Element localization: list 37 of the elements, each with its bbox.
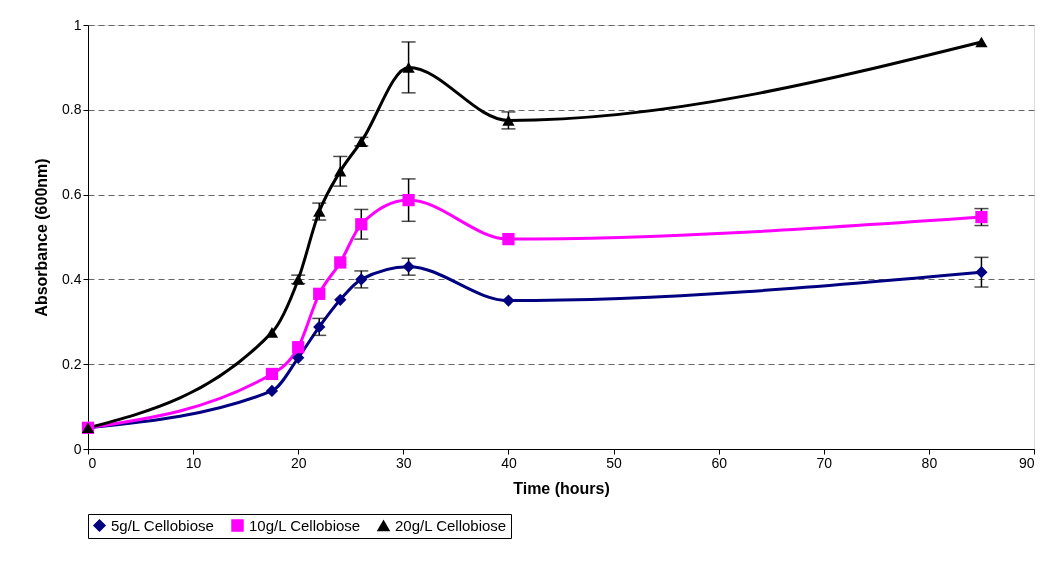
y-tick-label: 0.4: [62, 270, 82, 287]
point: [265, 327, 279, 338]
point: [334, 256, 347, 269]
y-axis-title: Absorbance (600nm): [33, 158, 51, 317]
point: [502, 233, 515, 246]
y-tick-label: 0.6: [62, 186, 82, 203]
point: [292, 341, 305, 354]
point: [265, 384, 279, 398]
point: [402, 62, 415, 73]
x-tick-label: 40: [501, 454, 517, 471]
point: [313, 206, 326, 217]
legend-label: 20g/L Cellobiose: [395, 516, 507, 534]
point: [402, 193, 415, 207]
x-tick-label: 60: [711, 454, 728, 471]
y-tick-label: 0.8: [62, 101, 82, 118]
x-tick-label: 50: [606, 454, 623, 471]
y-tick-label: 0.2: [62, 355, 82, 372]
legend-label: 5g/L Cellobiose: [111, 516, 214, 534]
x-tick-label: 90: [1018, 454, 1035, 471]
y-tick-label: 0: [73, 440, 82, 457]
x-tick-label: 10: [185, 454, 202, 471]
y-tick-label: 1: [73, 16, 82, 33]
point: [975, 266, 988, 279]
point: [502, 115, 515, 126]
x-tick-label: 80: [921, 454, 938, 471]
x-tick-label: 0: [88, 454, 97, 471]
x-axis-title: Time (hours): [513, 479, 610, 497]
x-tick-label: 20: [290, 454, 307, 471]
point: [334, 165, 347, 177]
point: [313, 287, 326, 300]
x-tick-label: 30: [396, 454, 412, 471]
x-tick-label: 70: [816, 454, 833, 471]
point: [975, 36, 988, 48]
point: [334, 293, 347, 306]
point: [355, 218, 368, 231]
point: [265, 367, 279, 381]
legend-label: 10g/L Cellobiose: [249, 516, 361, 534]
